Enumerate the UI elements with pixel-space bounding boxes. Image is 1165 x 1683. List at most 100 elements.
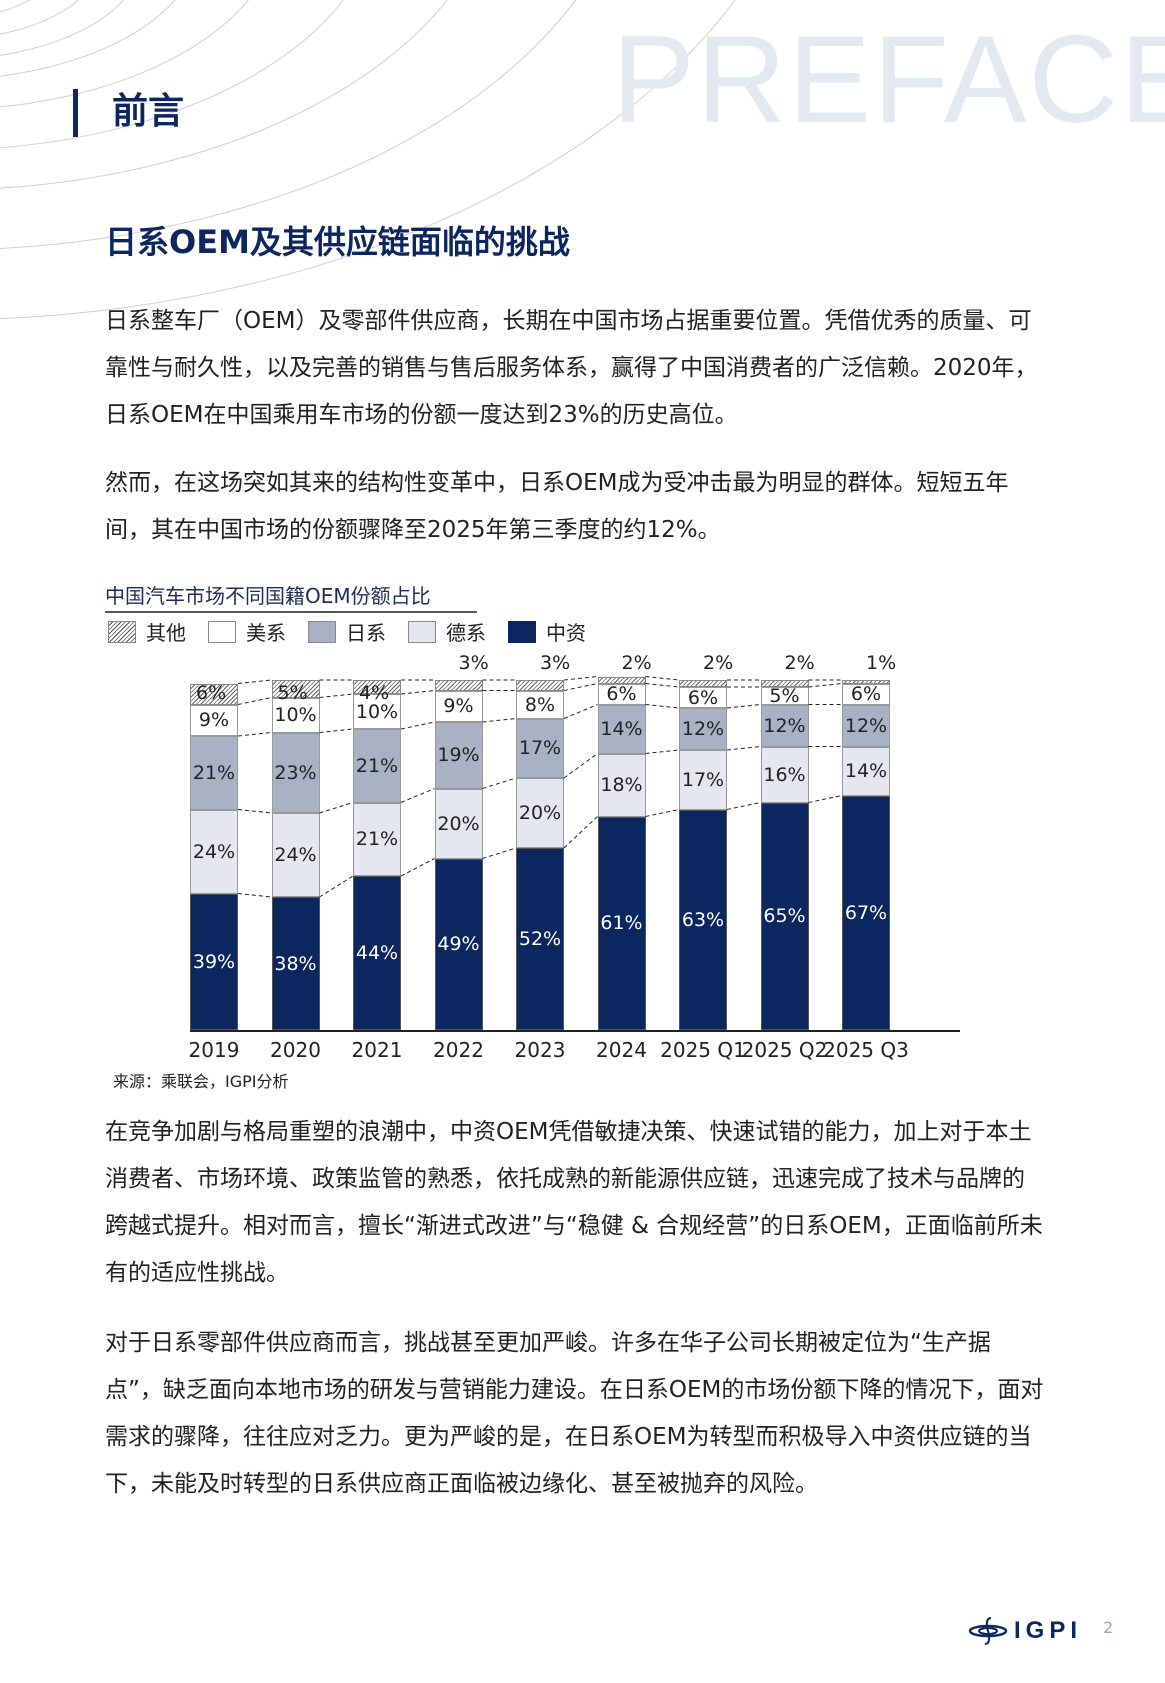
legend-label: 美系 [246,621,286,645]
page-heading: 日系OEM及其供应链面临的挑战 [105,223,570,261]
segment-label: 20% [437,812,480,835]
bar-segment-us: 5% [760,684,809,707]
logo-text: IGPI [1014,1617,1083,1644]
segment-label: 24% [274,844,317,866]
segment-label: 12% [844,714,888,737]
bar-segment-de: 14% [842,746,890,796]
segment-label: 39% [192,950,236,973]
segment-label: 24% [192,840,236,863]
x-axis-label: 2021 [351,1038,403,1062]
segment-label: 21% [355,754,399,777]
bar-segment-us: 9% [434,690,483,722]
bar-segment-jp: 23% [271,732,320,813]
section-accent-bar [73,89,78,137]
x-axis-label: 2025 Q3 [823,1038,909,1062]
legend-item-jp: 日系 [308,617,386,646]
paragraph-2: 然而，在这场突如其来的结构性变革中，日系OEM成为受冲击最为明显的群体。短短五年… [105,470,1009,543]
chart-title: 中国汽车市场不同国籍OEM份额占比 [105,580,477,613]
segment-label: 5% [769,684,800,707]
bar-segment-other [516,680,564,691]
legend-item-other: 其他 [108,617,186,646]
segment-label: 18% [600,774,643,796]
x-axis-label: 2022 [433,1038,484,1062]
stacked-bar-chart: 39% 24% 21% 9% 6% 2019 38% 24% 23% 10% 5% 2020 44% 21… [189,640,970,1070]
segment-label: 23% [274,761,317,784]
bar-segment-us: 8% [516,690,564,719]
segment-label: 20% [518,802,562,824]
chart-source: 来源：乘联会，IGPI分析 [113,1072,289,1091]
other-share-label: 5% [277,682,308,704]
segment-label: 6% [850,683,882,705]
bar-segment-us: 6% [842,683,890,705]
bar-segment-de: 20% [434,788,483,859]
legend-swatch-other [108,620,136,643]
bar-segment-us: 6% [679,686,727,709]
segment-label: 12% [681,718,725,740]
segment-label: 17% [681,768,725,791]
x-axis-label: 2025 Q1 [660,1038,746,1062]
dashed-connectors [237,676,843,898]
bar-segment-other [434,680,483,691]
bar-segment-cn: 67% [842,795,890,1030]
x-axis-label: 2020 [270,1038,321,1062]
segment-label: 61% [600,912,643,935]
legend-item-de: 德系 [408,617,486,646]
igpi-swirl-icon [968,1617,1008,1645]
segment-label: 9% [443,695,474,718]
other-share-label: 6% [196,682,227,704]
bar-segment-us: 6% [597,683,646,705]
bar-segment-cn: 61% [597,816,646,1030]
other-share-label: 3% [540,652,571,674]
segment-label: 10% [355,700,399,723]
page-number: 2 [1103,1618,1114,1637]
bar-segment-de: 20% [516,778,564,848]
legend-swatch-cn [508,620,536,643]
segment-label: 38% [274,952,317,975]
segment-label: 8% [524,693,556,716]
legend-swatch-de [408,620,436,643]
bar-segment-us: 10% [271,697,320,733]
bar-segment-other [353,680,401,694]
segment-label: 19% [437,744,480,767]
bar-segment-us: 9% [190,704,238,736]
segment-label: 52% [518,928,562,950]
bar-segment-de: 24% [190,809,238,894]
bar-segment-jp: 12% [760,704,809,747]
bar-segment-cn: 52% [516,848,564,1030]
other-share-label: 2% [703,652,734,674]
segment-label: 6% [687,686,719,709]
other-share-label: 1% [866,652,897,674]
x-axis-label: 2023 [514,1038,566,1062]
legend-swatch-us [208,620,236,643]
bar-segment-cn: 38% [271,897,320,1030]
segment-label: 9% [198,709,230,732]
legend-label: 中资 [546,621,586,645]
bar-segment-other [842,680,890,684]
bar-segment-other [597,676,646,684]
segment-label: 63% [681,908,725,931]
bar-segment-de: 21% [353,802,401,876]
x-axis-label: 2025 Q2 [741,1038,828,1062]
bar-segment-other [271,680,320,698]
other-share-label: 3% [458,652,489,674]
other-share-label: 2% [621,652,652,674]
segment-label: 12% [763,714,806,737]
bar-segment-other [190,683,238,705]
segment-label: 21% [192,761,236,784]
segment-label: 14% [600,718,643,740]
paragraph-3: 在竞争加剧与格局重塑的浪潮中，中资OEM凭借敏捷决策、快速试错的能力，加上对于本… [105,1119,1043,1286]
segment-label: 16% [763,763,806,786]
bar-segment-de: 17% [679,750,727,810]
segment-label: 21% [355,828,399,851]
segment-label: 10% [274,704,317,726]
bar-segment-other [760,680,809,687]
x-axis-label: 2024 [596,1038,647,1062]
paragraph-4: 对于日系零部件供应商而言，挑战甚至更加严峻。许多在华子公司长期被定位为“生产据点… [105,1330,1044,1497]
section-title: 前言 [112,91,185,132]
x-axis-label: 2019 [188,1038,240,1062]
bar-segment-jp: 21% [353,729,401,803]
bar-segment-cn: 63% [679,809,727,1030]
x-axis-line [190,1030,960,1032]
bar-segment-cn: 44% [353,876,401,1030]
bar-segment-cn: 39% [190,893,238,1030]
